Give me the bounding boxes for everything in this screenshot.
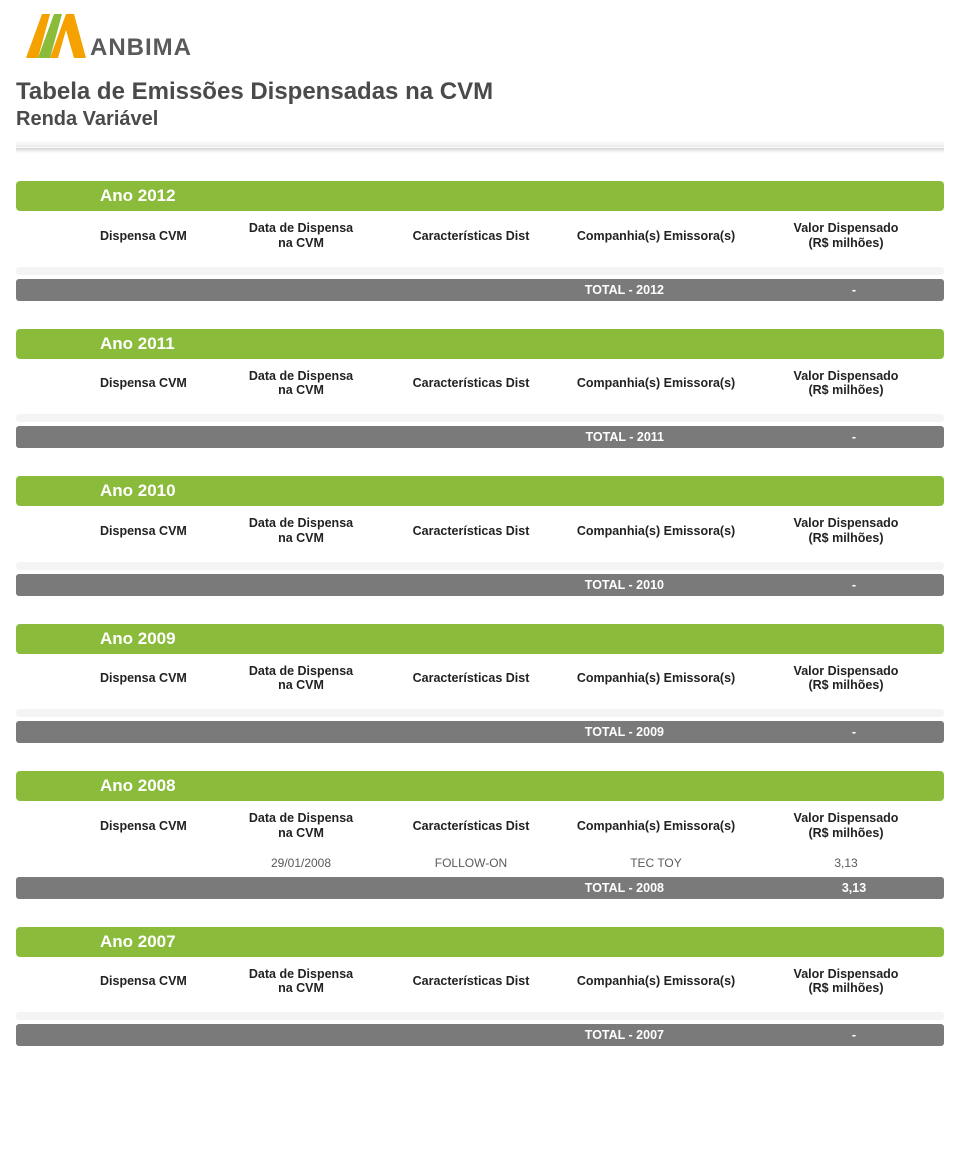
- year-block: Ano 2011Dispensa CVMData de Dispensana C…: [16, 329, 944, 449]
- cell-data: 29/01/2008: [216, 856, 386, 870]
- total-label: TOTAL - 2008: [16, 881, 764, 895]
- col-header-caracteristicas: Características Dist: [386, 671, 556, 685]
- col-header-companhia: Companhia(s) Emissora(s): [556, 376, 756, 390]
- empty-row-gap: [16, 562, 944, 570]
- col-header-companhia: Companhia(s) Emissora(s): [556, 524, 756, 538]
- column-header-row: Dispensa CVMData de Dispensana CVMCaract…: [16, 654, 944, 706]
- col-header-data: Data de Dispensana CVM: [216, 967, 386, 997]
- col-header-valor: Valor Dispensado(R$ milhões): [756, 967, 936, 997]
- col-header-valor: Valor Dispensado(R$ milhões): [756, 664, 936, 694]
- col-header-caracteristicas: Características Dist: [386, 974, 556, 988]
- col-header-companhia: Companhia(s) Emissora(s): [556, 974, 756, 988]
- col-header-dispensa: Dispensa CVM: [16, 671, 216, 685]
- total-value: -: [764, 430, 944, 444]
- year-block: Ano 2010Dispensa CVMData de Dispensana C…: [16, 476, 944, 596]
- col-header-data: Data de Dispensana CVM: [216, 664, 386, 694]
- title-divider: [16, 141, 944, 153]
- column-header-row: Dispensa CVMData de Dispensana CVMCaract…: [16, 506, 944, 558]
- total-value: -: [764, 283, 944, 297]
- anbima-logo-icon: [16, 8, 96, 66]
- total-row: TOTAL - 2007-: [16, 1024, 944, 1046]
- col-header-caracteristicas: Características Dist: [386, 376, 556, 390]
- total-label: TOTAL - 2012: [16, 283, 764, 297]
- logo-area: ANBIMA: [16, 0, 944, 72]
- total-value: -: [764, 1028, 944, 1042]
- year-block: Ano 2007Dispensa CVMData de Dispensana C…: [16, 927, 944, 1047]
- total-value: -: [764, 578, 944, 592]
- total-value: -: [764, 725, 944, 739]
- table-row: 29/01/2008FOLLOW-ONTEC TOY3,13: [16, 853, 944, 873]
- total-row: TOTAL - 2011-: [16, 426, 944, 448]
- brand-logo: ANBIMA: [16, 8, 944, 66]
- col-header-data: Data de Dispensana CVM: [216, 221, 386, 251]
- column-header-row: Dispensa CVMData de Dispensana CVMCaract…: [16, 801, 944, 853]
- column-header-row: Dispensa CVMData de Dispensana CVMCaract…: [16, 957, 944, 1009]
- year-block: Ano 2008Dispensa CVMData de Dispensana C…: [16, 771, 944, 899]
- year-block: Ano 2012Dispensa CVMData de Dispensana C…: [16, 181, 944, 301]
- total-row: TOTAL - 2012-: [16, 279, 944, 301]
- total-value: 3,13: [764, 881, 944, 895]
- total-row: TOTAL - 2010-: [16, 574, 944, 596]
- col-header-data: Data de Dispensana CVM: [216, 369, 386, 399]
- empty-row-gap: [16, 267, 944, 275]
- empty-row-gap: [16, 709, 944, 717]
- sections-container: Ano 2012Dispensa CVMData de Dispensana C…: [16, 181, 944, 1046]
- page-title: Tabela de Emissões Dispensadas na CVM: [16, 78, 944, 106]
- total-row: TOTAL - 20083,13: [16, 877, 944, 899]
- year-bar: Ano 2011: [16, 329, 944, 359]
- col-header-dispensa: Dispensa CVM: [16, 819, 216, 833]
- page-subtitle: Renda Variável: [16, 108, 944, 131]
- col-header-companhia: Companhia(s) Emissora(s): [556, 819, 756, 833]
- col-header-caracteristicas: Características Dist: [386, 524, 556, 538]
- col-header-dispensa: Dispensa CVM: [16, 376, 216, 390]
- empty-row-gap: [16, 414, 944, 422]
- col-header-data: Data de Dispensana CVM: [216, 516, 386, 546]
- total-label: TOTAL - 2010: [16, 578, 764, 592]
- total-row: TOTAL - 2009-: [16, 721, 944, 743]
- col-header-dispensa: Dispensa CVM: [16, 229, 216, 243]
- col-header-valor: Valor Dispensado(R$ milhões): [756, 369, 936, 399]
- col-header-dispensa: Dispensa CVM: [16, 524, 216, 538]
- col-header-caracteristicas: Características Dist: [386, 229, 556, 243]
- cell-companhia: TEC TOY: [556, 856, 756, 870]
- year-bar: Ano 2010: [16, 476, 944, 506]
- col-header-valor: Valor Dispensado(R$ milhões): [756, 516, 936, 546]
- column-header-row: Dispensa CVMData de Dispensana CVMCaract…: [16, 211, 944, 263]
- year-bar: Ano 2009: [16, 624, 944, 654]
- brand-name: ANBIMA: [90, 34, 192, 62]
- empty-row-gap: [16, 1012, 944, 1020]
- total-label: TOTAL - 2009: [16, 725, 764, 739]
- col-header-data: Data de Dispensana CVM: [216, 811, 386, 841]
- year-bar: Ano 2008: [16, 771, 944, 801]
- column-header-row: Dispensa CVMData de Dispensana CVMCaract…: [16, 359, 944, 411]
- year-block: Ano 2009Dispensa CVMData de Dispensana C…: [16, 624, 944, 744]
- year-bar: Ano 2007: [16, 927, 944, 957]
- col-header-companhia: Companhia(s) Emissora(s): [556, 671, 756, 685]
- col-header-valor: Valor Dispensado(R$ milhões): [756, 221, 936, 251]
- col-header-dispensa: Dispensa CVM: [16, 974, 216, 988]
- year-bar: Ano 2012: [16, 181, 944, 211]
- col-header-companhia: Companhia(s) Emissora(s): [556, 229, 756, 243]
- total-label: TOTAL - 2011: [16, 430, 764, 444]
- col-header-valor: Valor Dispensado(R$ milhões): [756, 811, 936, 841]
- total-label: TOTAL - 2007: [16, 1028, 764, 1042]
- cell-caracteristicas: FOLLOW-ON: [386, 856, 556, 870]
- col-header-caracteristicas: Características Dist: [386, 819, 556, 833]
- cell-valor: 3,13: [756, 856, 936, 870]
- page-root: ANBIMA Tabela de Emissões Dispensadas na…: [0, 0, 960, 1114]
